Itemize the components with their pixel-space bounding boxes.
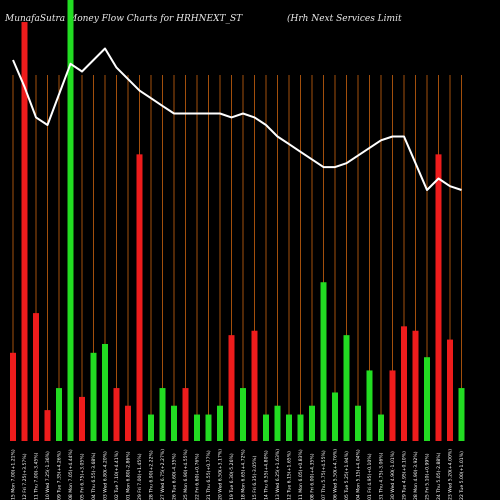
price-line-group (12, 47, 462, 191)
x-tick-label: 02 Tue 7.10(+4.41%) (114, 451, 120, 500)
x-tick-label: 23 Wed 5.20(+4.00%) (448, 449, 454, 500)
money-flow-bar (125, 405, 131, 441)
money-flow-bar (56, 388, 62, 441)
x-axis-tick-labels: 15 Mon 7.00(+1.21%) 12 Fri 7.25(+3.57%) 11… (11, 449, 466, 500)
money-flow-bar (447, 339, 453, 441)
x-tick-label: 20 Wed 6.50(+3.17%) (218, 449, 224, 500)
money-flow-bar (67, 0, 74, 441)
money-flow-bar (159, 388, 166, 441)
x-tick-label: 29 Fri 7.00(+1.45%) (137, 453, 143, 500)
x-tick-label: 18 Mon 6.65(+4.72%) (241, 449, 247, 500)
x-tick-label: 09 Tue 7.35(+4.26%) (57, 451, 63, 500)
x-tick-label: 28 Thu 6.90(+2.22%) (149, 450, 155, 500)
money-flow-bar (182, 388, 189, 441)
money-flow-bar (366, 370, 373, 441)
x-tick-label: 30 Wed 4.90(-1.01%) (390, 451, 396, 500)
x-tick-label: 28 Mon 4.90(-3.92%) (413, 451, 419, 500)
x-tick-label: 04 Mon 5.15(+4.04%) (356, 449, 362, 500)
x-tick-label: 15 Mon 7.00(+1.21%) (11, 449, 17, 500)
x-tick-label: 07 Thu 5.75(+4.55%) (321, 450, 327, 500)
x-tick-label: 12 Tue 6.15(+1.65%) (287, 451, 293, 500)
money-flow-bar (217, 405, 223, 441)
money-flow-bar (21, 22, 28, 442)
x-tick-label: 01 Fri 4.95(+0.10%) (367, 453, 373, 500)
money-flow-bar (171, 405, 177, 441)
money-flow-bar (332, 392, 338, 441)
x-tick-label: 15 Fri 6.35(-3.05%) (252, 455, 258, 500)
money-flow-bar (286, 414, 292, 441)
x-tick-label: 25 Fri 5.10(+0.99%) (425, 453, 431, 500)
x-tick-label: 26 Tue 6.60(-4.35%) (172, 453, 178, 500)
x-tick-label: 08 Fri 6.00(+4.35%) (310, 453, 316, 500)
chart-title: MunafaSutra Money Flow Charts for HRHNEX… (5, 14, 243, 24)
x-tick-label: 11 Mon 6.05(+0.83%) (298, 449, 304, 500)
money-flow-bar (343, 335, 350, 441)
x-tick-label: 14 Thu 6.55(+4.80%) (264, 450, 270, 500)
money-flow-bar (458, 388, 465, 441)
x-tick-label: 01 Mon 6.80(-2.86%) (126, 451, 132, 500)
x-tick-label: 27 Wed 6.75(+2.27%) (160, 449, 166, 500)
money-flow-bar (33, 313, 39, 441)
x-tick-label: 11 Thu 7.00(-3.45%) (34, 452, 40, 500)
x-tick-label: 06 Wed 5.50(+4.76%) (333, 449, 339, 500)
money-flow-bar (389, 370, 396, 441)
chart-subtitle: (Hrh Next Services Limit (287, 14, 402, 24)
x-tick-label: 05 Fri 6.75(+3.05%) (80, 453, 86, 500)
money-flow-bar (205, 414, 212, 441)
x-tick-label: 21 Thu 6.55(+0.77%) (206, 450, 212, 500)
x-tick-label: 12 Fri 7.25(+3.57%) (22, 453, 28, 500)
x-tick-label: 13 Wed 6.25(+1.63%) (275, 449, 281, 500)
money-flow-bar (90, 352, 97, 441)
money-flow-bar (355, 405, 361, 441)
price-line (12, 47, 462, 191)
x-tick-label: 29 Tue 4.95(+0.10%) (402, 451, 408, 500)
money-flow-bar (297, 414, 304, 441)
money-flow-bar (320, 282, 327, 441)
x-tick-label: 22 Tue 5.00(+1.01%) (459, 451, 465, 500)
money-flow-bar (113, 388, 120, 441)
money-flow-bar (378, 414, 384, 441)
money-flow-bar (274, 405, 281, 441)
x-tick-label: 04 Thu 6.55(-3.68%) (91, 452, 97, 500)
x-tick-label: 05 Tue 5.25(+1.94%) (344, 451, 350, 500)
money-flow-bar (102, 343, 108, 441)
money-flow-bar (44, 410, 51, 441)
x-tick-label: 22 Fri 6.60(+0.76%) (195, 453, 201, 500)
money-flow-bar (401, 326, 407, 441)
x-tick-label: 08 Mon 7.05(+4.44%) (68, 449, 74, 500)
money-flow-bar (240, 388, 246, 441)
money-flow-bar (228, 335, 235, 441)
x-tick-label: 10 Wed 7.25(-1.36%) (45, 451, 51, 500)
money-flow-bar (148, 414, 154, 441)
money-flow-bar (435, 154, 442, 441)
x-tick-label: 31 Thu 4.75(-3.06%) (379, 452, 385, 500)
x-tick-label: 25 Mon 6.90(+4.55%) (183, 449, 189, 500)
money-flow-bar (412, 330, 419, 441)
money-flow-bar (251, 330, 258, 441)
x-tick-label: 19 Tue 6.30(-5.26%) (229, 453, 235, 500)
money-flow-bar (424, 357, 430, 441)
money-flow-bars (10, 0, 465, 442)
x-tick-label: 03 Wed 6.80(-4.20%) (103, 451, 109, 500)
money-flow-bar (136, 154, 143, 441)
money-flow-bar (79, 396, 85, 441)
money-flow-bar (263, 414, 269, 441)
money-flow-bar (309, 405, 315, 441)
money-flow-bar (10, 352, 16, 441)
money-flow-bar (194, 414, 200, 441)
x-tick-label: 24 Thu 5.05(-2.88%) (436, 452, 442, 500)
